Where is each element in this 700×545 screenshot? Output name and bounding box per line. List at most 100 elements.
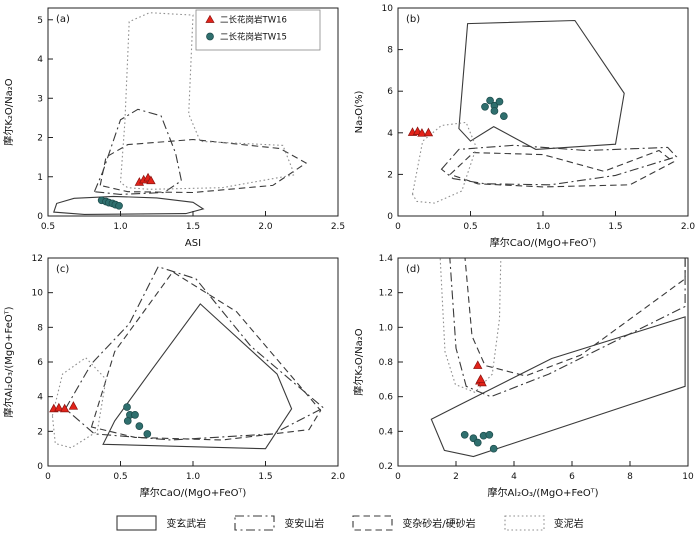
x-tick-label: 1.5 xyxy=(608,222,622,232)
panel-label: (a) xyxy=(56,14,70,25)
y-tick-label: 2 xyxy=(37,134,43,144)
y-tick-label: 6 xyxy=(37,358,43,368)
y-tick-label: 10 xyxy=(32,289,44,299)
x-tick-label: 1.5 xyxy=(258,472,272,482)
data-point-tw16 xyxy=(54,402,64,412)
y-tick-label: 4 xyxy=(387,129,393,139)
panel-a: 0.5 1.0 1.5 2.0 2.5 0 1 2 3 4 5 ASI 摩尔K₂O/Na₂O (a) 二长花… xyxy=(0,0,350,250)
panel-label: (c) xyxy=(56,264,69,275)
x-tick-label: 0.5 xyxy=(463,222,477,232)
data-point-tw15 xyxy=(500,112,508,121)
y-axis-label: 摩尔K₂O/Na₂O xyxy=(2,78,15,145)
y-tick-label: 4 xyxy=(37,393,43,403)
data-point-tw15 xyxy=(473,438,482,447)
field-legend-label-metaandesite: 变安山岩 xyxy=(284,519,325,530)
field-legend-item-metapelite: 变泥岩 xyxy=(504,514,584,532)
y-axis-label: 摩尔Al₂O₃/(MgO+FeOᵀ) xyxy=(2,306,15,417)
panel-d: 0 2 4 6 8 10 0.2 0.4 0.6 0.8 1.0 1.2 1.4 摩尔Al₂O₃/(MgO… xyxy=(350,250,700,500)
y-tick-label: 8 xyxy=(37,323,43,333)
y-tick-label: 1.0 xyxy=(379,323,394,333)
field-metaandesite xyxy=(64,266,325,441)
x-axis-label: 摩尔Al₂O₃/(MgO+FeOᵀ) xyxy=(488,486,599,499)
field-metabasalt xyxy=(458,19,625,150)
panel-d-chart: 0 2 4 6 8 10 0.2 0.4 0.6 0.8 1.0 1.2 1.4 摩尔Al₂O₃/(MgO… xyxy=(352,254,694,499)
field-metapelite xyxy=(51,356,107,449)
data-point-tw15 xyxy=(486,96,494,105)
legend-marker-tw16 xyxy=(205,14,215,23)
field-metabasalt xyxy=(430,316,686,458)
data-point-tw15 xyxy=(460,430,469,439)
data-point-tw16 xyxy=(423,127,434,137)
y-tick-label: 0.8 xyxy=(379,358,394,368)
panel-c: 0 0.5 1.0 1.5 2.0 0 2 4 6 8 10 12 摩尔CaO/(MgO+FeOᵀ) 摩尔… xyxy=(0,250,350,500)
y-tick-label: 0.2 xyxy=(379,462,393,472)
x-axis-label: 摩尔CaO/(MgO+FeOᵀ) xyxy=(140,486,247,499)
legend-marker-tw15 xyxy=(206,32,214,41)
x-tick-label: 1.0 xyxy=(536,222,551,232)
y-tick-label: 1 xyxy=(37,173,43,183)
x-tick-label: 1.0 xyxy=(186,472,201,482)
data-point-tw15 xyxy=(143,430,152,438)
field-legend-swatch-metagraywacke xyxy=(352,514,393,531)
data-point-tw15 xyxy=(123,417,132,425)
data-point-tw16 xyxy=(473,360,483,369)
y-tick-label: 12 xyxy=(32,254,43,264)
field-metaandesite xyxy=(449,258,686,398)
field-metagraywacke xyxy=(90,271,322,441)
x-tick-label: 2.5 xyxy=(331,222,345,232)
x-tick-label: 8 xyxy=(627,472,633,482)
y-tick-label: 2 xyxy=(387,170,393,180)
x-tick-label: 1.5 xyxy=(186,222,200,232)
y-tick-label: 6 xyxy=(387,87,393,97)
field-metagraywacke xyxy=(449,149,675,188)
y-axis-label: 摩尔K₂O/Na₂O xyxy=(352,328,365,395)
data-point-tw15 xyxy=(485,430,494,439)
data-point-tw16 xyxy=(146,175,156,185)
legend-label-tw15: 二长花岗岩TW15 xyxy=(220,32,287,43)
data-point-tw16 xyxy=(59,403,70,413)
y-tick-label: 0 xyxy=(37,462,43,472)
legend-label-tw16: 二长花岗岩TW16 xyxy=(220,15,287,26)
x-tick-label: 4 xyxy=(511,472,517,482)
field-legend-label-metagraywacke: 变杂砂岩/硬砂岩 xyxy=(402,519,476,530)
data-point-tw15 xyxy=(481,102,489,111)
x-tick-label: 2 xyxy=(453,472,459,482)
field-metapelite xyxy=(119,12,296,190)
field-legend-item-metabasalt: 变玄武岩 xyxy=(116,514,206,532)
y-tick-label: 0 xyxy=(387,212,393,222)
field-metapelite xyxy=(411,121,477,204)
x-tick-label: 0 xyxy=(395,222,401,232)
x-tick-label: 1.0 xyxy=(113,222,128,232)
data-point-tw15 xyxy=(135,422,144,430)
x-tick-label: 0.5 xyxy=(113,472,127,482)
x-tick-label: 6 xyxy=(569,472,575,482)
panel-label: (b) xyxy=(406,14,420,25)
data-point-tw15 xyxy=(495,97,504,106)
y-axis-label: Na₂O(%) xyxy=(354,91,365,134)
y-tick-label: 0.4 xyxy=(379,427,394,437)
field-legend-item-metaandesite: 变安山岩 xyxy=(234,514,324,532)
data-point-tw15 xyxy=(131,411,139,419)
data-point-tw15 xyxy=(115,201,123,210)
y-tick-label: 3 xyxy=(37,94,43,104)
x-tick-label: 0.5 xyxy=(41,222,55,232)
field-metaandesite xyxy=(93,108,183,195)
panel-b: 0 0.5 1.0 1.5 2.0 0 2 4 6 8 10 摩尔CaO/(MgO+FeOᵀ) Na₂O… xyxy=(350,0,700,250)
y-tick-label: 4 xyxy=(37,55,43,65)
field-legend-label-metabasalt: 变玄武岩 xyxy=(166,519,207,530)
x-tick-label: 0 xyxy=(395,472,401,482)
data-point-tw15 xyxy=(489,444,498,453)
x-tick-label: 2.0 xyxy=(258,222,273,232)
point-legend-box xyxy=(195,9,321,51)
field-legend-item-metagraywacke: 变杂砂岩/硬砂岩 xyxy=(352,514,476,532)
field-legend-swatch-metapelite xyxy=(504,514,545,531)
y-tick-label: 8 xyxy=(387,46,393,56)
y-tick-label: 0 xyxy=(37,212,43,222)
field-legend-label-metapelite: 变泥岩 xyxy=(553,519,584,530)
data-point-tw16 xyxy=(475,374,486,383)
y-tick-label: 2 xyxy=(37,427,43,437)
y-tick-label: 5 xyxy=(37,16,43,26)
field-legend-swatch-metaandesite xyxy=(234,514,275,531)
y-tick-label: 0.6 xyxy=(379,393,394,403)
